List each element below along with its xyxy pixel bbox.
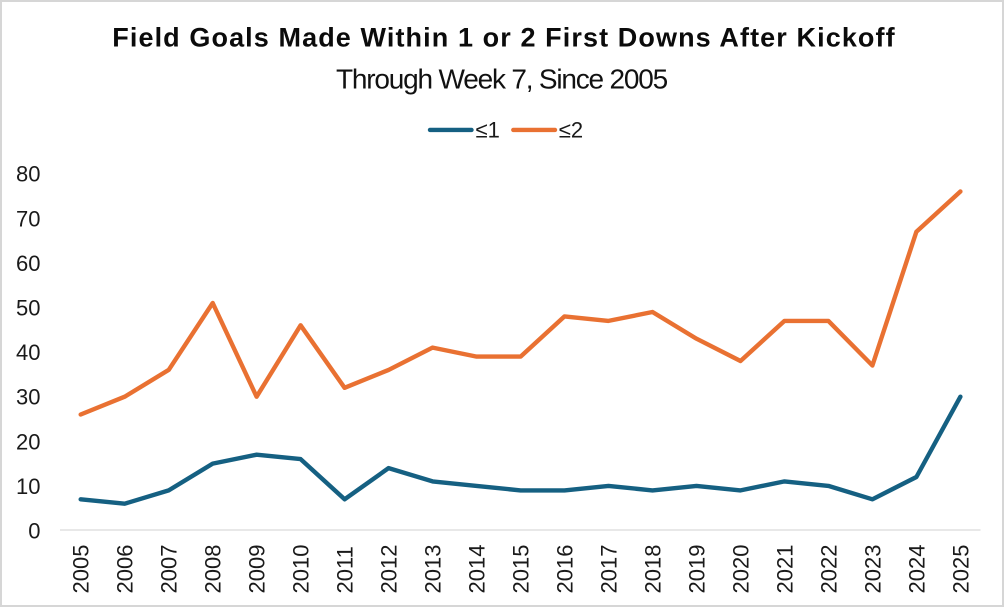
svg-text:2023: 2023: [860, 545, 885, 594]
svg-text:2013: 2013: [421, 545, 446, 594]
svg-text:2022: 2022: [816, 545, 841, 594]
svg-text:2009: 2009: [245, 545, 270, 594]
svg-text:2016: 2016: [553, 545, 578, 594]
svg-text:80: 80: [16, 162, 40, 187]
svg-text:30: 30: [16, 385, 40, 410]
svg-text:0: 0: [28, 519, 40, 544]
svg-text:2024: 2024: [904, 545, 929, 594]
svg-text:2005: 2005: [69, 545, 94, 594]
svg-text:60: 60: [16, 251, 40, 276]
svg-text:40: 40: [16, 340, 40, 365]
svg-text:2012: 2012: [377, 545, 402, 594]
svg-text:2014: 2014: [465, 545, 490, 594]
svg-text:20: 20: [16, 429, 40, 454]
svg-text:≤2: ≤2: [559, 118, 583, 143]
svg-text:2007: 2007: [157, 545, 182, 594]
svg-text:Through Week 7, Since 2005: Through Week 7, Since 2005: [336, 63, 668, 94]
svg-text:2010: 2010: [289, 545, 314, 594]
svg-text:2019: 2019: [684, 545, 709, 594]
svg-text:2020: 2020: [728, 545, 753, 594]
svg-text:70: 70: [16, 206, 40, 231]
svg-text:2025: 2025: [948, 545, 973, 594]
svg-text:2018: 2018: [641, 545, 666, 594]
svg-text:10: 10: [16, 474, 40, 499]
svg-text:2011: 2011: [333, 546, 358, 593]
svg-text:2021: 2021: [772, 545, 797, 594]
svg-text:2006: 2006: [113, 545, 138, 594]
svg-text:2008: 2008: [201, 545, 226, 594]
svg-text:2015: 2015: [509, 545, 534, 594]
svg-text:2017: 2017: [597, 545, 622, 594]
svg-text:50: 50: [16, 296, 40, 321]
svg-text:≤1: ≤1: [476, 118, 500, 143]
svg-text:Field Goals Made Within 1 or 2: Field Goals Made Within 1 or 2 First Dow…: [112, 22, 895, 52]
